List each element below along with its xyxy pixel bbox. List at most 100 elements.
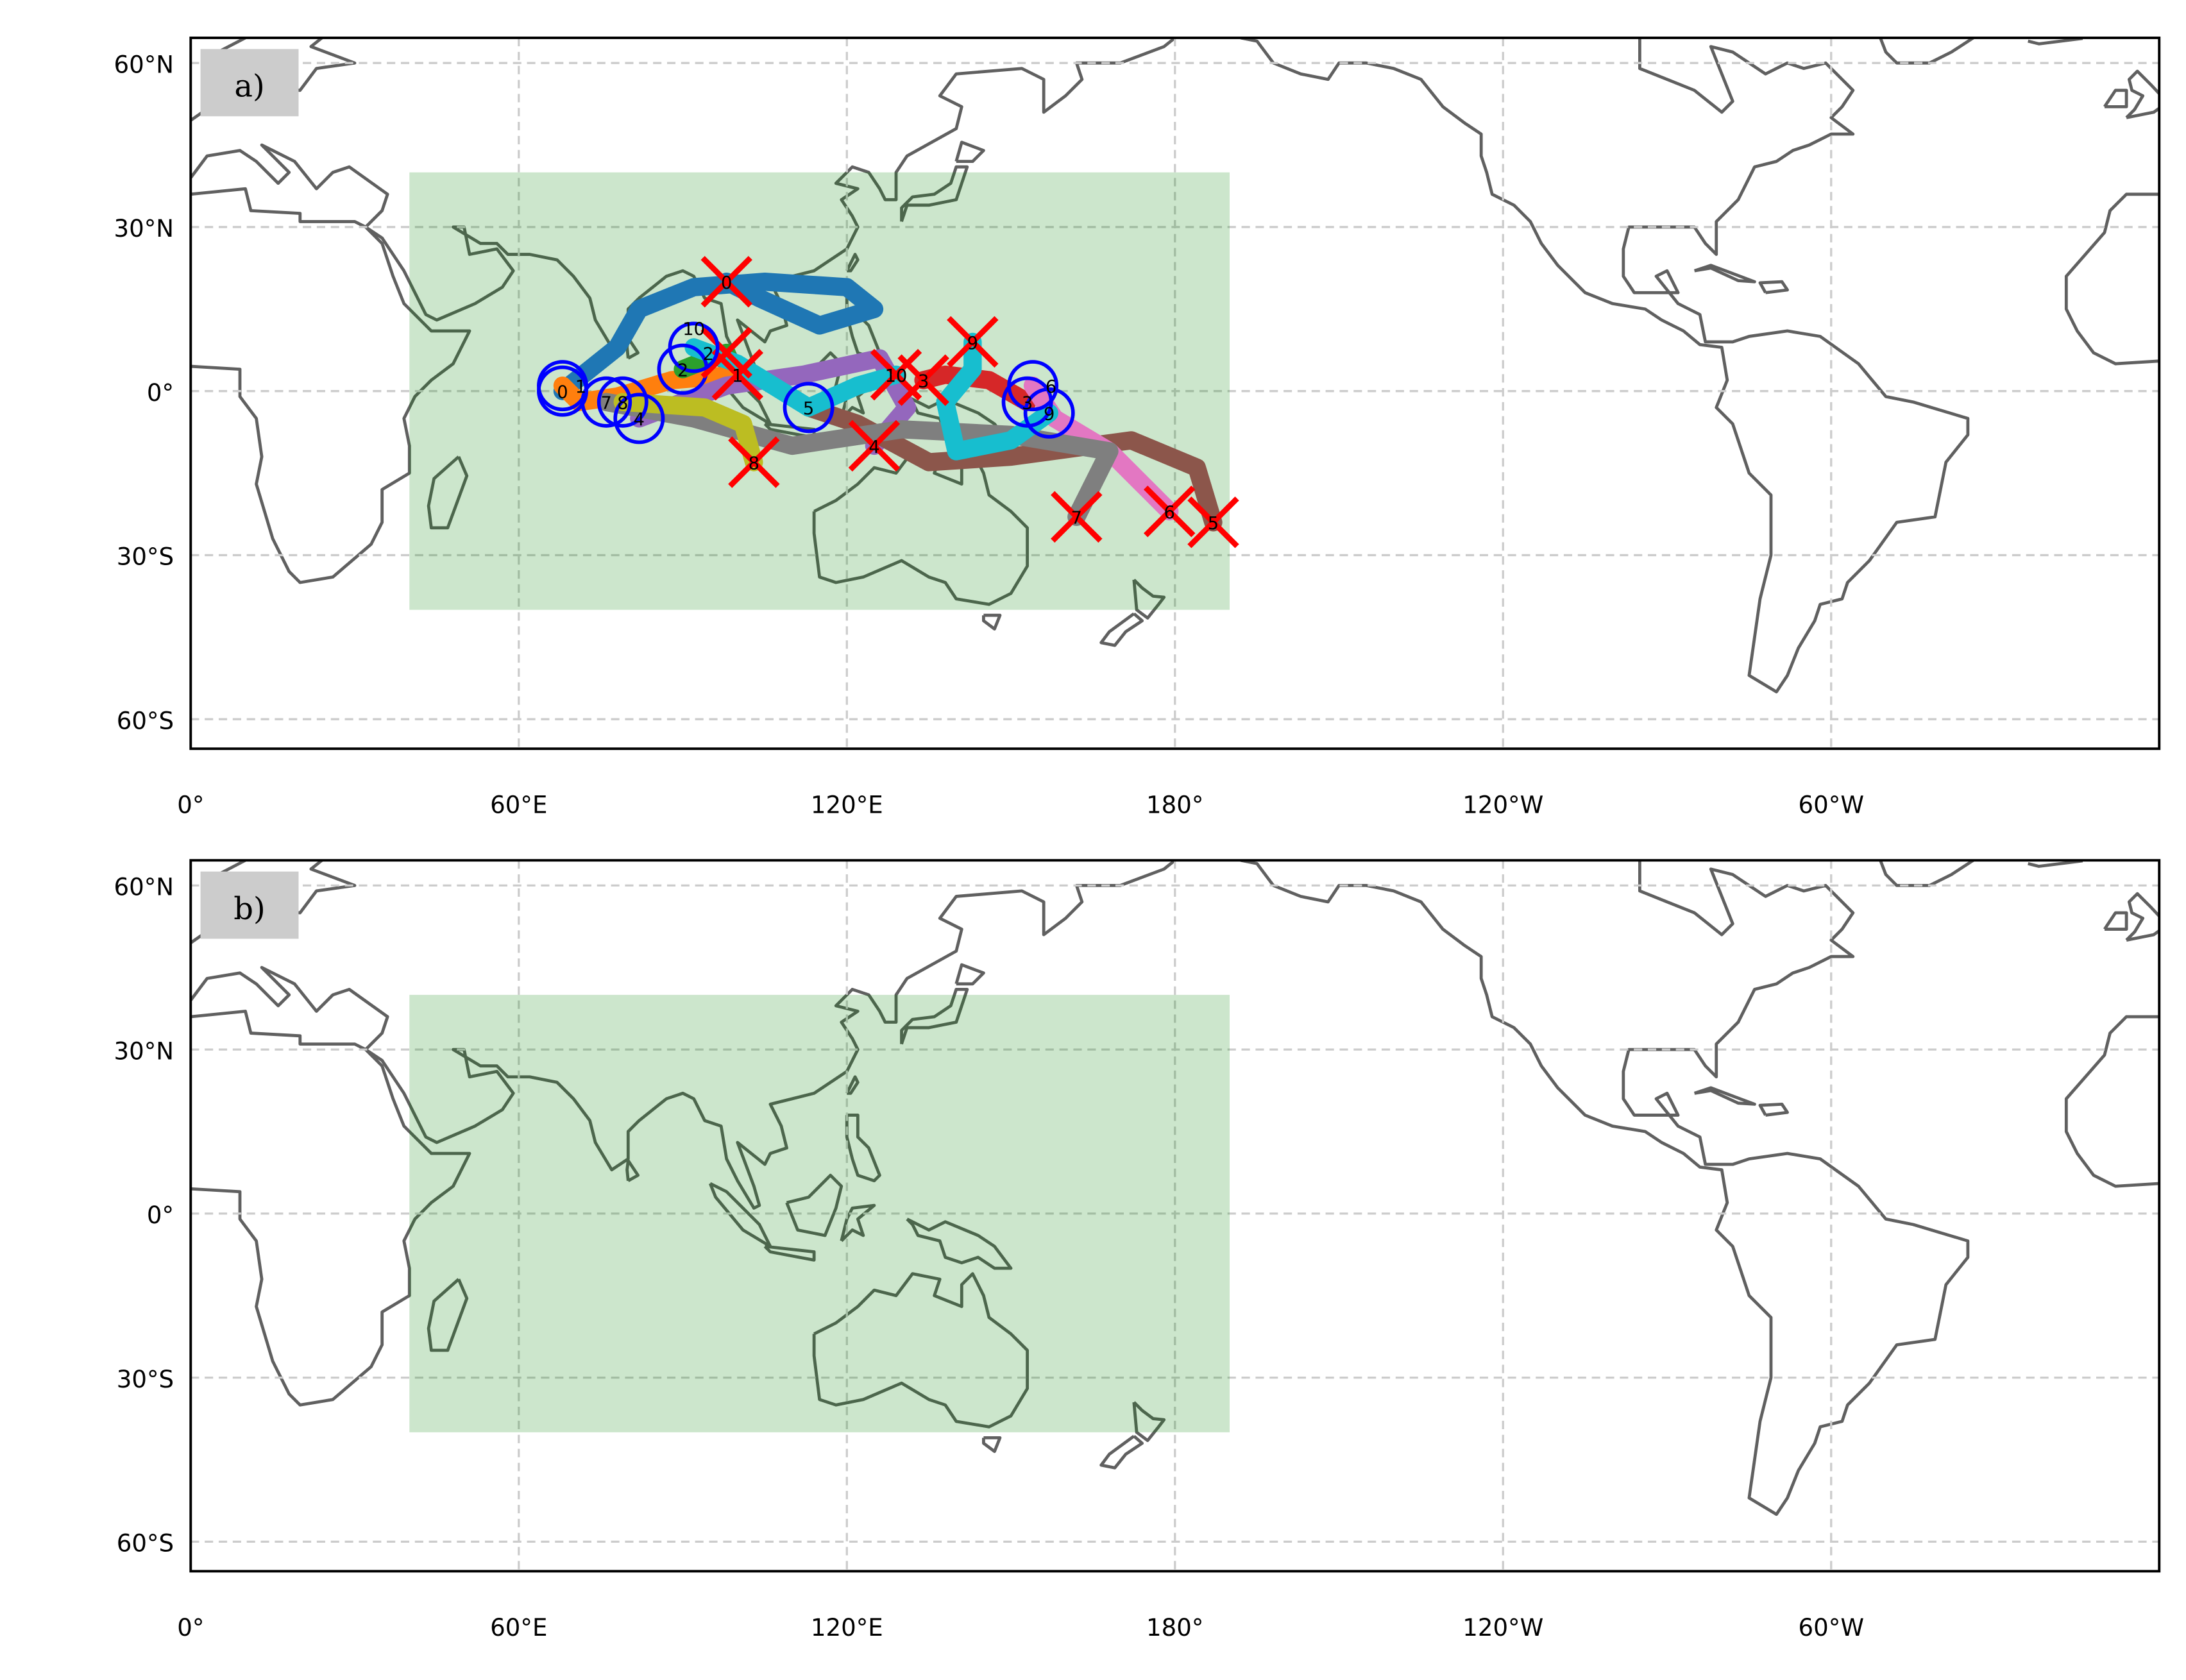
x-tick-label: 120°W (1462, 792, 1543, 819)
start-marker-1 (537, 360, 588, 412)
coastline (191, 1010, 471, 1407)
coastline (763, 1244, 816, 1262)
y-tick-label: 60°S (117, 1530, 174, 1557)
x-tick-label: 120°E (811, 1614, 883, 1642)
coastline (2125, 69, 2160, 119)
storm-track-8 (613, 393, 763, 471)
x-tick-label: 60°W (1799, 792, 1865, 819)
x-tick-label: 120°E (811, 792, 883, 819)
start-marker-10 (668, 321, 720, 373)
coastline (954, 963, 985, 986)
x-tick-label: 180° (1146, 1614, 1203, 1642)
map-area (191, 860, 2160, 1572)
region-box (409, 172, 1230, 610)
coastline (900, 165, 969, 223)
start-marker-8 (597, 376, 648, 428)
end-label-9: 9 (967, 334, 978, 353)
y-tick-label: 60°S (117, 707, 174, 734)
end-marker-6 (1144, 486, 1196, 538)
end-label-0: 0 (721, 273, 732, 293)
coastline (625, 1158, 640, 1182)
start-label-0: 0 (557, 383, 568, 403)
x-tick-label: 60°E (490, 792, 547, 819)
coastline (1879, 37, 1974, 65)
x-tick-label: 60°W (1799, 1614, 1865, 1642)
coastline (1693, 1086, 1756, 1106)
coastline (2103, 89, 2128, 108)
coastline (427, 1278, 469, 1352)
start-marker-6 (1007, 360, 1059, 412)
end-label-10: 10 (885, 366, 908, 386)
coastline (812, 1272, 1029, 1429)
start-label-6: 6 (1046, 377, 1056, 397)
coastline (845, 1114, 881, 1183)
x-tick-label: 180° (1146, 792, 1203, 819)
end-label-5: 5 (1208, 514, 1219, 534)
axes-frame (189, 37, 2161, 751)
start-label-10: 10 (682, 319, 705, 339)
start-label-2: 2 (677, 361, 688, 381)
end-marker-10 (870, 348, 922, 401)
start-label-1: 1 (575, 377, 586, 397)
region-box (409, 994, 1230, 1432)
coastline (364, 37, 1176, 387)
map-panel-b: b) 0° 60°E 120°E 180° 120°W 60°W 60°N 30°N 0° 30°S… (114, 859, 2161, 1642)
coastline (1758, 280, 1789, 294)
coastline (906, 1218, 1013, 1270)
start-label-7: 7 (601, 394, 612, 414)
coastline (1099, 1434, 1144, 1470)
x-tick-label: 120°W (1462, 1614, 1543, 1642)
end-marker-8 (728, 436, 780, 488)
start-label-8: 8 (617, 394, 628, 414)
end-label-4: 4 (868, 437, 879, 457)
y-tick-label: 30°N (114, 215, 174, 242)
end-marker-9 (947, 316, 999, 368)
coastline (982, 613, 1002, 631)
y-tick-label: 60°N (114, 874, 174, 901)
start-label-5: 5 (803, 399, 814, 419)
panel-label-box (200, 49, 299, 117)
end-label-3: 3 (918, 372, 929, 392)
storm-track-6 (1023, 376, 1179, 521)
coastline (785, 1173, 843, 1237)
storm-track-9 (936, 332, 1058, 461)
x-tick-label: 0° (177, 1614, 204, 1642)
start-label-4: 4 (634, 410, 645, 430)
coastline (364, 860, 1176, 1210)
coastline (845, 1075, 860, 1095)
start-label-3: 3 (1022, 394, 1033, 414)
coastline (191, 143, 389, 228)
storm-track-4 (630, 349, 917, 455)
x-tick-label: 0° (177, 792, 204, 819)
start-marker-4 (613, 393, 665, 445)
coastline (982, 1436, 1002, 1454)
end-marker-1 (711, 348, 764, 401)
coastline (954, 140, 985, 164)
coastline (2028, 860, 2083, 868)
storm-track-0 (553, 272, 884, 400)
end-label-6: 6 (1164, 503, 1175, 523)
coastline (191, 965, 389, 1051)
axes-frame (189, 859, 2161, 1573)
storm-track-7 (597, 393, 1119, 526)
coastline (1240, 860, 1970, 1516)
coastline (2028, 37, 2083, 46)
x-tick-label: 60°E (490, 1614, 547, 1642)
y-tick-label: 30°S (117, 543, 174, 571)
y-tick-label: 30°S (117, 1366, 174, 1393)
y-tick-label: 60°N (114, 51, 174, 78)
coastline (191, 187, 471, 584)
end-label-7: 7 (1071, 509, 1082, 529)
start-marker-9 (1023, 387, 1075, 439)
coastline (1879, 860, 1974, 887)
coastline (1132, 579, 1166, 620)
coastline (1099, 612, 1144, 647)
end-marker-4 (848, 420, 901, 472)
panel-label: b) (233, 891, 266, 927)
end-marker-5 (1187, 496, 1239, 548)
coastline (2125, 892, 2160, 942)
end-marker-7 (1051, 491, 1103, 543)
panel-label-box (200, 871, 299, 939)
